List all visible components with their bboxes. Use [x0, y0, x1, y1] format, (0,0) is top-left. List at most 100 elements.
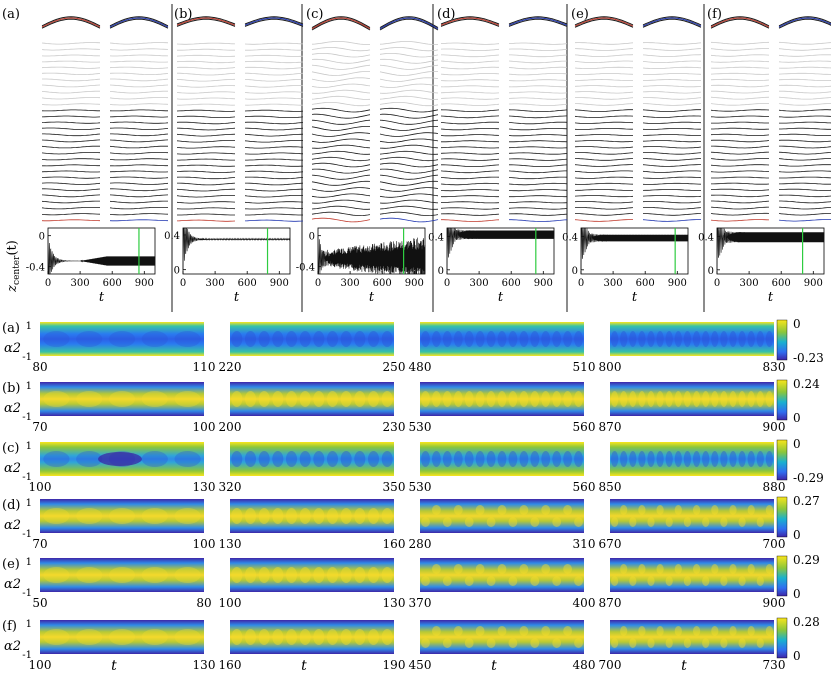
heatmap-blob — [702, 331, 710, 347]
stack-curve — [574, 128, 633, 130]
stack-curve — [109, 207, 169, 210]
stack-curve — [41, 158, 101, 161]
stack-curve — [176, 207, 236, 210]
stack-curve — [509, 195, 567, 198]
stack-curve — [109, 200, 168, 204]
stack-curve — [642, 182, 702, 185]
heatmap-blob — [486, 576, 496, 586]
row-ytick-label: -1 — [22, 650, 32, 661]
heatmap-xtick-label: 130 — [219, 537, 242, 551]
heatmap-blob — [541, 626, 551, 636]
heatmap-blob — [720, 451, 728, 467]
colorbar-bottom-label: -0.23 — [793, 351, 824, 365]
heatmap-blob — [552, 391, 562, 407]
stack-curve — [379, 126, 439, 131]
stack-curve — [244, 195, 304, 198]
stack-curve — [379, 187, 439, 192]
heatmap-blob — [711, 391, 719, 407]
heatmap-field — [420, 499, 584, 533]
top-arc-curve — [574, 18, 634, 28]
stack-curve — [440, 42, 500, 45]
stack-curve — [109, 127, 169, 130]
heatmap-blob — [381, 567, 393, 583]
stack-curve — [176, 152, 236, 155]
heatmap-blob — [327, 331, 338, 347]
stack-curve — [642, 201, 702, 204]
stack-curve — [109, 182, 169, 185]
stack-curve — [575, 207, 634, 210]
stack-curve — [508, 91, 568, 94]
heatmap-blob — [486, 517, 496, 527]
stack-curve — [509, 103, 568, 106]
stack-curve — [778, 188, 831, 191]
stack-curve — [177, 158, 235, 161]
heatmap-blob — [43, 508, 70, 524]
heatmap-blob — [638, 451, 646, 467]
stack-curve — [311, 41, 371, 45]
heatmap-xtick-label: 510 — [573, 360, 596, 374]
heatmap-blob — [552, 576, 562, 586]
heatmap-blob — [541, 331, 551, 347]
stack-curve — [379, 77, 439, 82]
heatmap-blob — [519, 331, 529, 347]
stack-curve — [379, 119, 439, 125]
heatmap-blob — [720, 331, 728, 347]
stack-curve — [176, 133, 236, 137]
heatmap-xtick-label: 530 — [409, 420, 432, 434]
heatmap-blob — [464, 391, 474, 407]
stack-curve — [642, 42, 702, 45]
stack-curve — [176, 188, 235, 192]
inset-ytick-label: 0 — [438, 266, 444, 277]
heatmap-blob — [693, 331, 701, 347]
heatmap-blob — [475, 391, 485, 407]
stack-curve — [642, 91, 702, 94]
stack-curve — [311, 102, 371, 107]
stack-curve — [244, 127, 304, 131]
stack-curve — [508, 48, 568, 52]
stack-curve — [508, 97, 568, 100]
heatmap-blob — [286, 391, 297, 407]
stack-curve — [41, 115, 101, 118]
stack-curve — [379, 150, 439, 155]
heatmap-blob — [611, 517, 619, 527]
heatmap-blob — [574, 517, 583, 527]
colorbar-bottom-label: 0 — [793, 649, 801, 663]
stack-curve — [176, 201, 236, 204]
heatmap-blob — [272, 629, 284, 645]
stack-curve — [710, 48, 770, 51]
stack-curve — [711, 145, 770, 149]
top-arc-curve — [778, 16, 831, 27]
heatmap-blob — [674, 626, 682, 636]
heatmap-blob — [729, 626, 737, 636]
heatmap-blob — [674, 331, 682, 347]
heatmap-blob — [76, 331, 103, 347]
heatmap-field — [40, 322, 204, 356]
stack-curve — [176, 66, 236, 70]
top-arc-curve — [311, 16, 371, 29]
heatmap-blob — [432, 626, 441, 636]
stack-curve — [41, 139, 101, 143]
heatmap-blob — [354, 567, 366, 583]
row-ytick-label: 1 — [26, 557, 32, 568]
stack-curve — [508, 66, 567, 70]
stack-curve — [710, 219, 770, 222]
heatmap-xlabel: t — [491, 658, 497, 674]
heatmap-blob — [43, 391, 70, 407]
stack-curve — [311, 217, 371, 223]
heatmap-field — [230, 620, 394, 654]
stack-curve — [176, 219, 236, 222]
stack-curve — [244, 91, 304, 94]
heatmap-blob — [629, 451, 637, 467]
heatmap-blob — [313, 508, 325, 524]
stack-curve — [176, 170, 236, 174]
stack-curve — [574, 121, 634, 124]
inset-xlabel: t — [99, 290, 105, 305]
panel-4: (d) 0.4 00 300 600 900 t — [428, 7, 568, 305]
inset-xtick-label: 300 — [71, 278, 90, 289]
inset-xlabel: t — [498, 290, 504, 305]
stack-curve — [440, 176, 500, 180]
heatmap-blob — [313, 391, 325, 407]
stack-curve — [441, 54, 500, 58]
stack-curve — [778, 206, 831, 210]
heatmap-blob — [656, 505, 664, 515]
